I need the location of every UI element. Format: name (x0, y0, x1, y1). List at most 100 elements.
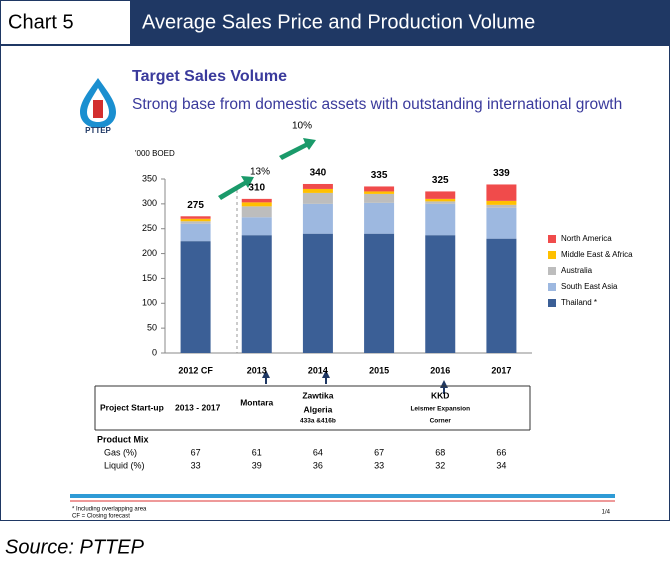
y-tick-label: 250 (142, 223, 157, 233)
bar-segment (425, 198, 456, 202)
footnote: * Including overlapping area (72, 507, 147, 513)
y-tick-label: 100 (142, 298, 157, 308)
logo (80, 78, 116, 128)
slide-subtitle: Strong base from domestic assets with ou… (132, 96, 622, 113)
legend-label: Thailand * (561, 298, 597, 307)
total-label: 335 (371, 170, 388, 181)
annotation: 13% (250, 167, 270, 178)
y-tick-label: 50 (147, 323, 157, 333)
legend-label: North America (561, 234, 612, 243)
project-entry: 433a &416b (300, 418, 336, 425)
x-tick-label: 2016 (430, 365, 450, 375)
y-tick-label: 150 (142, 273, 157, 283)
product-mix-value: 33 (374, 460, 384, 470)
annotation: 10% (292, 121, 312, 132)
project-entry: Montara (240, 397, 273, 407)
legend-label: Middle East & Africa (561, 250, 633, 259)
bar-segment (486, 207, 517, 239)
legend-swatch (548, 251, 556, 259)
bar-segment (180, 241, 211, 353)
total-label: 310 (248, 183, 265, 194)
bar-segment (425, 235, 456, 353)
page-number: 1/4 (602, 510, 611, 516)
source: Source: PTTEP (5, 536, 145, 558)
bar-segment (241, 198, 272, 203)
x-tick-label: 2015 (369, 365, 389, 375)
project-entry: Zawtika (302, 390, 333, 400)
project-entry: Algeria (304, 404, 333, 414)
bar-segment (425, 203, 456, 236)
product-mix-value: 36 (313, 460, 323, 470)
bar-segment (425, 201, 456, 204)
bar-segment (180, 221, 211, 224)
bar-segment (486, 200, 517, 205)
bar-segment (302, 183, 333, 189)
logo-text: PTTEP (85, 126, 111, 135)
product-mix-value: 68 (435, 447, 445, 457)
product-mix-value: 34 (496, 460, 506, 470)
frame (0, 0, 670, 521)
x-tick-label: 2017 (491, 365, 511, 375)
bar-segment (364, 186, 395, 192)
y-tick-label: 300 (142, 198, 157, 208)
product-mix-label: Liquid (%) (104, 460, 145, 470)
legend-swatch (548, 299, 556, 307)
bar-segment (180, 223, 211, 242)
bar-segment (364, 202, 395, 234)
legend-swatch (548, 283, 556, 291)
product-mix-value: 61 (252, 447, 262, 457)
project-entry: Leismer Expansion (410, 406, 470, 413)
product-mix-value: 67 (191, 447, 201, 457)
arrow (322, 370, 330, 384)
y-tick-label: 350 (142, 173, 157, 183)
y-tick-label: 0 (152, 347, 157, 357)
total-label: 325 (432, 175, 449, 186)
bar-segment (302, 192, 333, 204)
total-label: 340 (310, 168, 327, 179)
product-mix-value: 66 (496, 447, 506, 457)
bar-segment (180, 218, 211, 222)
x-tick-label: 2012 CF (178, 365, 213, 375)
product-mix-value: 39 (252, 460, 262, 470)
bar-segment (486, 184, 517, 201)
slide-title: Target Sales Volume (132, 68, 287, 85)
bar-segment (364, 193, 395, 203)
project-entry: Corner (430, 418, 452, 425)
y-tick-label: 200 (142, 248, 157, 258)
bar-segment (364, 233, 395, 353)
bar-segment (241, 235, 272, 353)
header-title: Average Sales Price and Production Volum… (142, 11, 535, 33)
total-label: 275 (187, 200, 204, 211)
arrow (440, 380, 448, 394)
total-label: 339 (493, 168, 510, 179)
project-entry: KKD (431, 390, 449, 400)
projects-period: 2013 - 2017 (175, 402, 221, 412)
projects-label: Project Start-up (100, 402, 164, 412)
product-mix-value: 33 (191, 460, 201, 470)
product-mix-label: Gas (%) (104, 447, 137, 457)
legend-label: South East Asia (561, 282, 618, 291)
bar-segment (241, 206, 272, 218)
footnote: CF = Closing forecast (72, 514, 130, 520)
arrow (262, 370, 270, 384)
x-tick-label: 2013 (247, 365, 267, 375)
header-label: Chart 5 (8, 11, 74, 33)
bar-segment (486, 238, 517, 353)
bar-segment (486, 204, 517, 208)
bar-segment (302, 188, 333, 193)
header-bar (130, 0, 670, 45)
bar-segment (302, 233, 333, 353)
bar-segment (241, 202, 272, 207)
bar-segment (302, 203, 333, 234)
product-mix-value: 64 (313, 447, 323, 457)
product-mix-title: Product Mix (97, 434, 149, 444)
legend-label: Australia (561, 266, 593, 275)
bar-segment (425, 191, 456, 199)
growth-arrow (218, 176, 254, 200)
product-mix-value: 67 (374, 447, 384, 457)
growth-arrow (279, 138, 316, 160)
bar-segment (364, 191, 395, 194)
legend-swatch (548, 267, 556, 275)
bar-segment (241, 217, 272, 236)
